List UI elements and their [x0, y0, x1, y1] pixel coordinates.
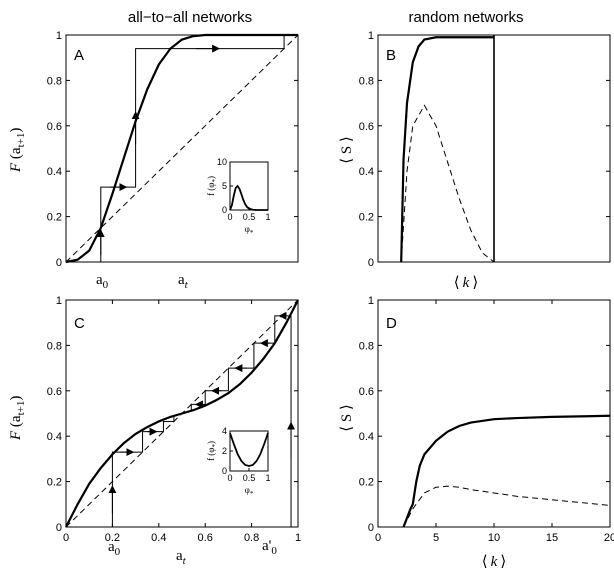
panel-d-xtick-label: 5: [433, 532, 439, 544]
panel-b-ytick-label: 0.4: [359, 166, 374, 178]
panel-d-xtick-label: 15: [546, 532, 558, 544]
panel-b-ytick-label: 0: [368, 257, 374, 269]
panel-a-inset-xtick-label: 0.5: [243, 212, 256, 222]
panel-b-xlabel: ⟨ k ⟩: [454, 275, 478, 291]
panel-c-inset-xlabel: φ*: [245, 485, 254, 498]
panel-d-ytick-label: 1: [368, 295, 374, 307]
panel-a-ytick-label: 0.6: [47, 121, 62, 133]
panel-c-inset-xtick-label: 0: [227, 473, 232, 483]
panel-a-cobweb: [100, 35, 285, 262]
panel-d-series-1: [403, 485, 611, 528]
panel-c-ytick-label: 0.4: [47, 431, 62, 443]
panel-letter-b: B: [386, 47, 396, 64]
panel-c-inset-xtick-label: 0.5: [243, 473, 256, 483]
panel-c-xtick-label: 0.8: [244, 532, 259, 544]
panel-letter-d: D: [386, 315, 397, 332]
panel-c-ytick-label: 1: [56, 295, 62, 307]
panel-a-inset-ytick-label: 5: [222, 181, 227, 191]
panel-c-a0p-label: a'0: [262, 538, 277, 557]
panel-b-ytick-label: 1: [368, 30, 374, 42]
panel-letter-a: A: [74, 47, 84, 64]
panel-c-ytick-label: 0.2: [47, 477, 62, 489]
panel-a-inset-frame: [229, 161, 269, 211]
column-title-right: random networks: [408, 9, 523, 26]
panel-c-inset-xtick-label: 1: [265, 473, 270, 483]
panel-d-series-0: [402, 414, 611, 528]
panel-d-xtick-label: 20: [604, 532, 614, 544]
panel-a-frame: [65, 34, 299, 263]
panel-a-ytick-label: 0.8: [47, 75, 62, 87]
panel-a-inset-xlabel: φ*: [245, 224, 254, 237]
panel-d-ylabel: ⟨ S ⟩: [339, 404, 355, 432]
column-title-left: all−to−all networks: [128, 9, 252, 26]
panel-d-xlabel: ⟨ k ⟩: [482, 554, 506, 570]
panel-a-inset-ytick-label: 10: [217, 157, 227, 167]
panel-c-xtick-label: 0.4: [151, 532, 166, 544]
panel-a-inset-curve: [229, 184, 268, 211]
panel-a-inset-ytick-label: 0: [222, 205, 227, 215]
panel-c-inset-ytick-label: 0: [222, 466, 227, 476]
panel-d: D ⟨ S ⟩ ⟨ k ⟩ 00.20.40.60.810 5 10 15 20: [339, 295, 614, 570]
panel-c-ytick-label: 0: [56, 522, 62, 534]
panel-c-series-1: [65, 299, 299, 528]
panel-b-series-0: [400, 36, 494, 263]
panel-a-ytick-label: 0.2: [47, 212, 62, 224]
panel-c-xtick-label: 0.2: [105, 532, 120, 544]
panel-b-ylabel: ⟨ S ⟩: [339, 136, 355, 164]
panel-a-inset-xtick-label: 0: [227, 212, 232, 222]
panel-a-series-1: [65, 34, 299, 263]
panel-c-inset-ylabel: f (φ*): [206, 441, 219, 461]
panel-b-ytick-label: 0.8: [359, 75, 374, 87]
panel-c-inset-curve: [229, 432, 269, 467]
panel-letter-c: C: [74, 315, 85, 332]
panel-d-ytick-label: 0.2: [359, 477, 374, 489]
panel-a-inset-ylabel: f (φ*): [206, 176, 219, 196]
panel-c-ylabel: F (at+1): [8, 396, 27, 441]
panel-c-xtick-label: 0: [63, 532, 69, 544]
panel-a-ytick-label: 0: [56, 257, 62, 269]
panel-d-xtick-label: 0: [375, 532, 381, 544]
panel-d-xtick-label: 10: [488, 532, 500, 544]
panel-c: C F (at+1) a0 a'0 at 0 0.2 0.4 0.6 0.8 1 0 0.2 0…: [8, 295, 301, 567]
panel-c-inset-ytick-label: 2: [222, 446, 227, 456]
panel-d-ytick-label: 0.4: [359, 431, 374, 443]
panel-c-cobweb-right: [190, 315, 292, 527]
panel-d-ytick-label: 0.8: [359, 340, 374, 352]
panel-b-ytick-label: 0.2: [359, 212, 374, 224]
panel-a-inset-xtick-label: 1: [265, 212, 270, 222]
panel-c-ytick-label: 0.8: [47, 340, 62, 352]
panel-c-cobweb-left: [111, 416, 175, 527]
panel-d-ytick-label: 0.6: [359, 386, 374, 398]
panel-a-xlabel: at: [178, 272, 189, 291]
panel-c-xtick-label: 1: [295, 532, 301, 544]
panel-b: B ⟨ S ⟩ ⟨ k ⟩ 0 0.2 0.4 0.6 0.8 1: [339, 30, 611, 291]
panel-c-frame: [65, 299, 299, 528]
panel-a-ylabel: F (at+1): [8, 128, 27, 173]
panel-b-ytick-label: 0.6: [359, 121, 374, 133]
panel-c-inset-ytick-label: 4: [222, 426, 227, 436]
panel-b-series-1: [400, 104, 495, 263]
panel-c-ytick-label: 0.6: [47, 386, 62, 398]
panel-c-xtick-label: 0.6: [198, 532, 213, 544]
panel-c-xlabel: at: [176, 548, 187, 567]
panel-a-ytick-label: 0.4: [47, 166, 62, 178]
panel-c-a0-label: a0: [108, 539, 121, 558]
panel-a-ytick-label: 1: [56, 30, 62, 42]
panel-a-a0-label: a0: [96, 272, 109, 291]
panel-d-ytick-label: 0: [368, 522, 374, 534]
